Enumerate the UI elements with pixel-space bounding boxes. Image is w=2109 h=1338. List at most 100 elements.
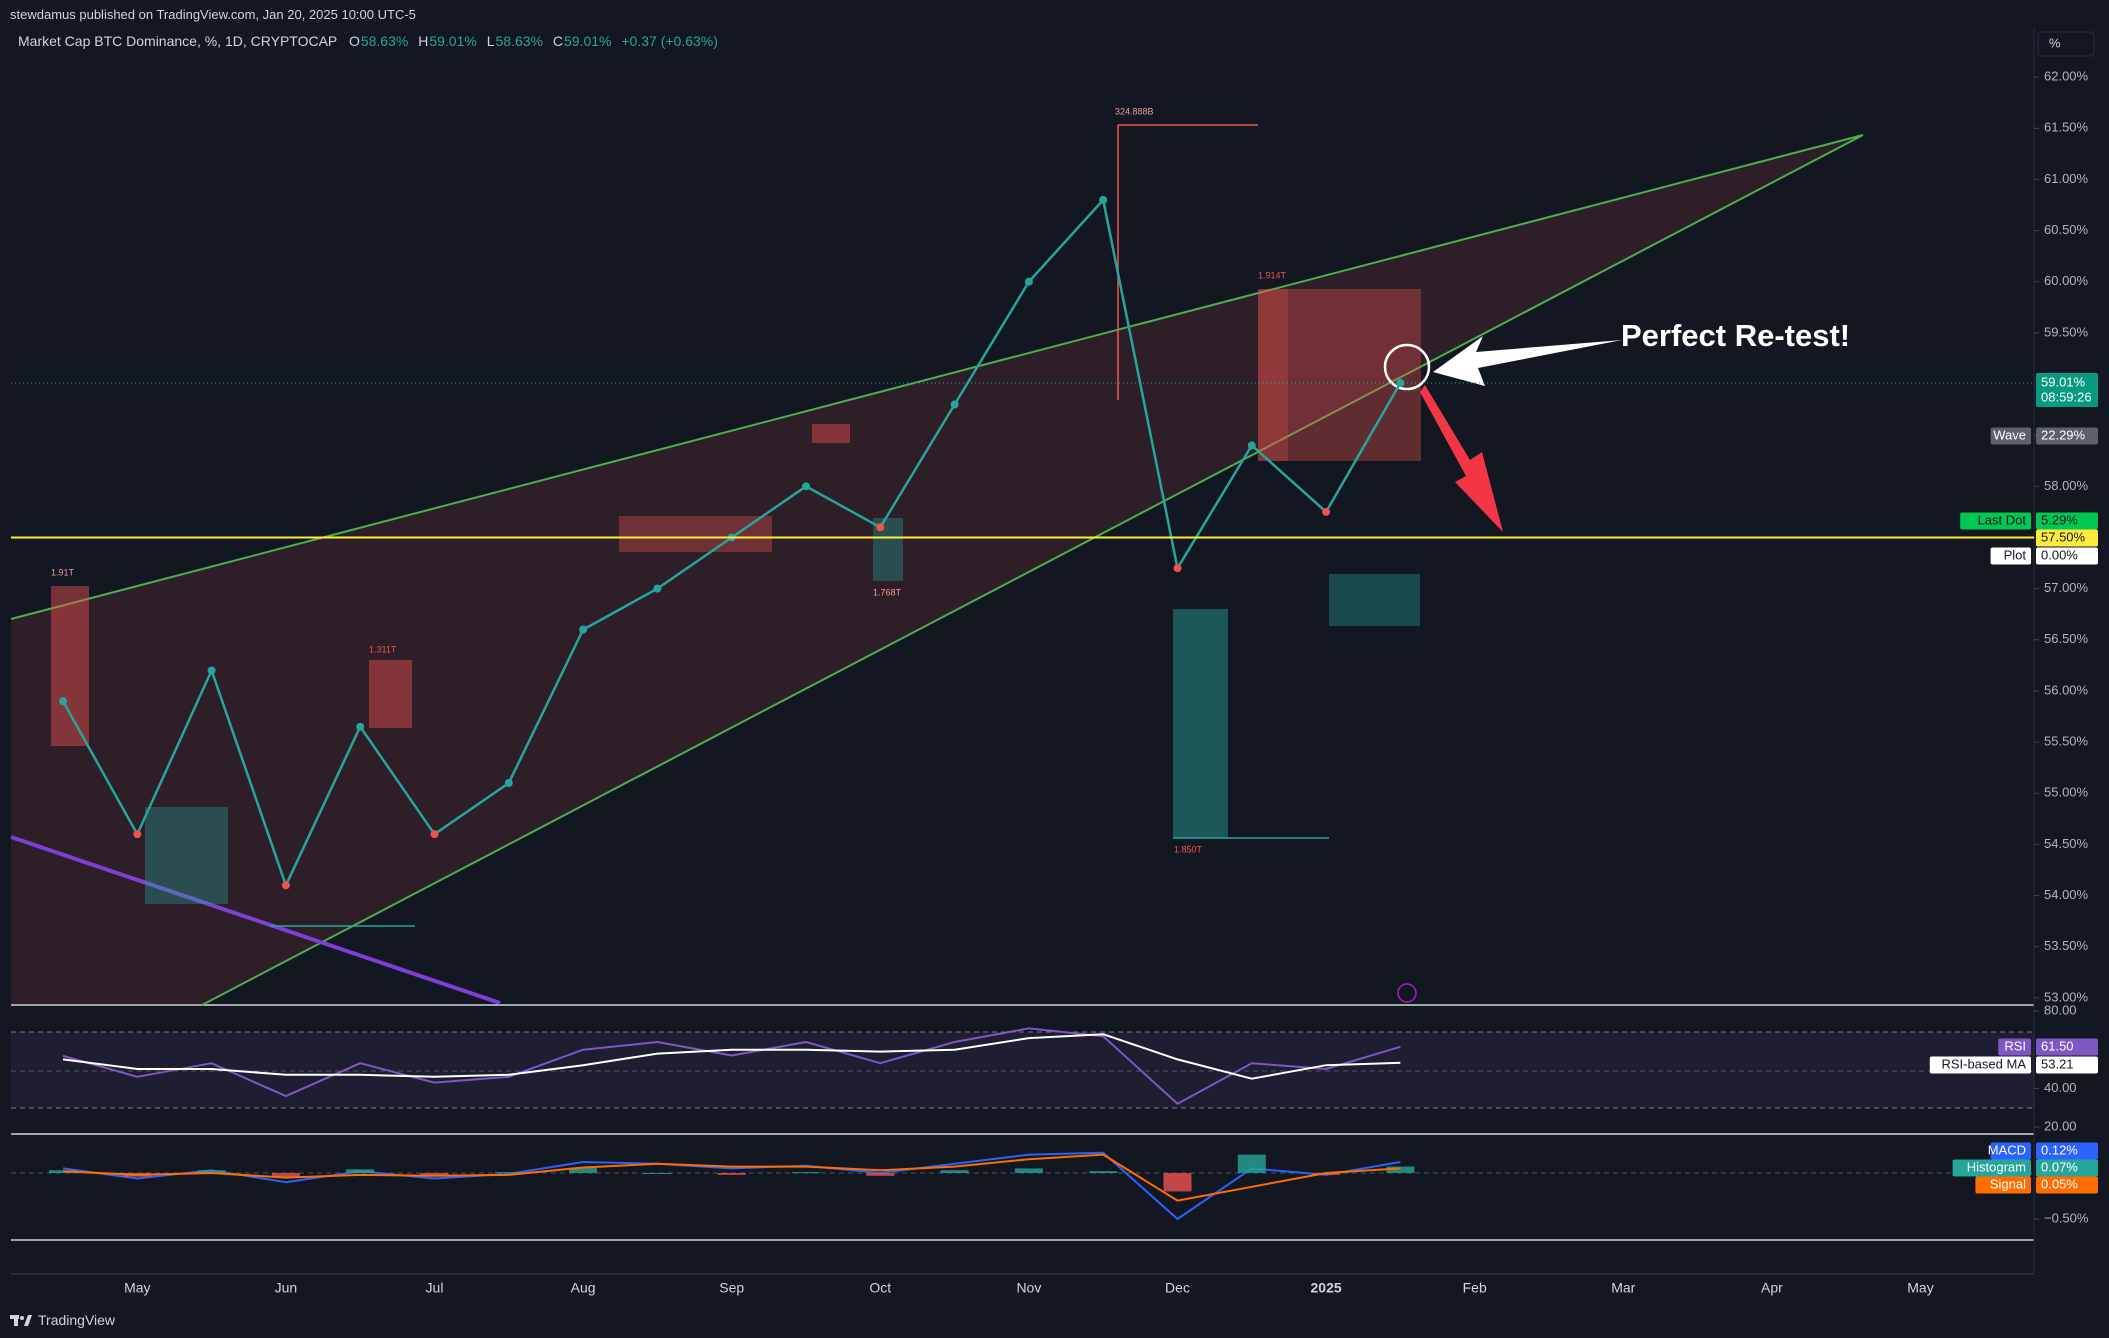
price-point — [1173, 564, 1182, 573]
tag-value-bg — [2036, 1176, 2098, 1194]
tag-value-bg — [2036, 1159, 2098, 1177]
tag-name: Signal — [1990, 1176, 2026, 1191]
y-tick-label: 61.50% — [2044, 120, 2089, 135]
histogram-bar — [940, 1170, 969, 1174]
x-tick-label: Nov — [1016, 1280, 1041, 1296]
histogram-bar — [569, 1167, 598, 1174]
indicator-line — [62, 1033, 1401, 1080]
x-tick-label: Dec — [1165, 1280, 1190, 1296]
price-point — [207, 666, 216, 675]
alert-icon — [1397, 983, 1417, 1003]
unit-button-label[interactable]: % — [2049, 35, 2061, 50]
x-tick-label: Feb — [1463, 1280, 1487, 1296]
tag-value-bg — [2036, 512, 2098, 530]
ohlc-value: 58.63% — [495, 33, 543, 49]
tag-name: RSI — [2004, 1038, 2026, 1053]
zone-box — [619, 516, 772, 552]
x-tick-label: Sep — [719, 1280, 744, 1296]
price-point — [876, 523, 885, 532]
zone-box — [369, 660, 412, 728]
volume-label: 324.888B — [1115, 106, 1154, 116]
histogram-bar — [866, 1173, 895, 1176]
rsi-band — [11, 1032, 2034, 1108]
histogram-bar — [197, 1170, 226, 1174]
tag-value-bg — [2036, 529, 2098, 547]
y-tick-label: 61.00% — [2044, 171, 2089, 186]
tag-value: 0.12% — [2041, 1142, 2078, 1157]
tag-name-bg — [1998, 1038, 2031, 1056]
x-tick-label: Mar — [1611, 1280, 1635, 1296]
tag-value: 61.50 — [2041, 1038, 2074, 1053]
annotation-text: Perfect Re-test! — [1621, 318, 1850, 353]
volume-label: 1.91T — [51, 567, 75, 577]
indicator-line — [62, 1027, 1401, 1105]
y-tick-label: −0.50% — [2044, 1210, 2089, 1225]
tag-name: Wave — [1993, 427, 2026, 442]
y-tick-label: 20.00 — [2044, 1118, 2077, 1133]
ohlc-value: 59.01% — [429, 33, 477, 49]
ohlc-key: O — [348, 33, 360, 49]
price-point — [281, 881, 290, 890]
unit-button[interactable] — [2037, 31, 2095, 57]
zone-box — [51, 586, 89, 746]
tag-name: MACD — [1988, 1142, 2026, 1157]
histogram-bar — [494, 1172, 523, 1174]
tag-name-bg — [1975, 1176, 2031, 1194]
annotation-arrow — [1433, 336, 1622, 386]
x-tick-label: Apr — [1761, 1280, 1783, 1296]
tag-value-bg — [2036, 1056, 2098, 1074]
ohlc-value: 58.63% — [360, 33, 409, 49]
y-tick-label: 60.50% — [2044, 222, 2089, 237]
histogram-bar — [271, 1173, 300, 1178]
price-point — [653, 584, 662, 593]
histogram-bar — [420, 1173, 449, 1176]
x-tick-label: May — [1907, 1280, 1933, 1296]
zone-box — [1258, 289, 1288, 461]
volume-label: 1.311T — [369, 644, 397, 654]
tag-time: 08:59:26 — [2041, 389, 2092, 404]
histogram-bar — [1089, 1171, 1118, 1174]
tag-value-bg — [2036, 373, 2098, 408]
tag-value: 57.50% — [2041, 529, 2086, 544]
trendline — [10, 835, 501, 1005]
indicator-line — [62, 1151, 1401, 1220]
price-point — [356, 722, 365, 731]
price-point — [802, 482, 810, 491]
tag-value: 0.07% — [2041, 1159, 2078, 1174]
histogram-bar — [1163, 1173, 1192, 1192]
tag-value: 0.05% — [2041, 1176, 2078, 1191]
y-tick-label: 60.00% — [2044, 273, 2089, 288]
indicator-line — [62, 1153, 1401, 1202]
tag-value: 5.29% — [2041, 512, 2078, 527]
tag-name: Plot — [2004, 547, 2027, 562]
price-point — [1247, 441, 1256, 450]
tag-name-bg — [1960, 512, 2031, 530]
price-point — [1396, 379, 1405, 388]
x-tick-label: May — [124, 1280, 150, 1296]
x-tick-label: Jun — [275, 1280, 298, 1296]
tag-name-bg — [1929, 1056, 2031, 1074]
y-tick-label: 56.50% — [2044, 631, 2089, 646]
tag-value: 53.21 — [2041, 1056, 2074, 1071]
price-change: +0.37 (+0.63%) — [621, 33, 718, 49]
volume-label: 1.914T — [1258, 270, 1287, 280]
histogram-bar — [346, 1169, 375, 1174]
y-tick-label: 80.00 — [2044, 1002, 2077, 1017]
tag-name: RSI-based MA — [1941, 1056, 2026, 1071]
footer: TradingView — [10, 1312, 115, 1328]
annotation-arrow — [1420, 385, 1503, 532]
zone-box — [1329, 574, 1420, 626]
y-tick-label: 54.00% — [2044, 887, 2089, 902]
ohlc-key: L — [486, 33, 495, 49]
tag-value-bg — [2036, 427, 2098, 445]
tag-value-bg — [2036, 547, 2098, 565]
tag-value-bg — [2036, 1038, 2098, 1056]
tag-value: 0.00% — [2041, 547, 2078, 562]
x-tick-label: Jul — [426, 1280, 444, 1296]
tag-name-bg — [1990, 547, 2031, 565]
zone-box — [1173, 609, 1228, 838]
x-tick-label: Oct — [869, 1280, 891, 1296]
retest-circle — [1383, 343, 1431, 391]
